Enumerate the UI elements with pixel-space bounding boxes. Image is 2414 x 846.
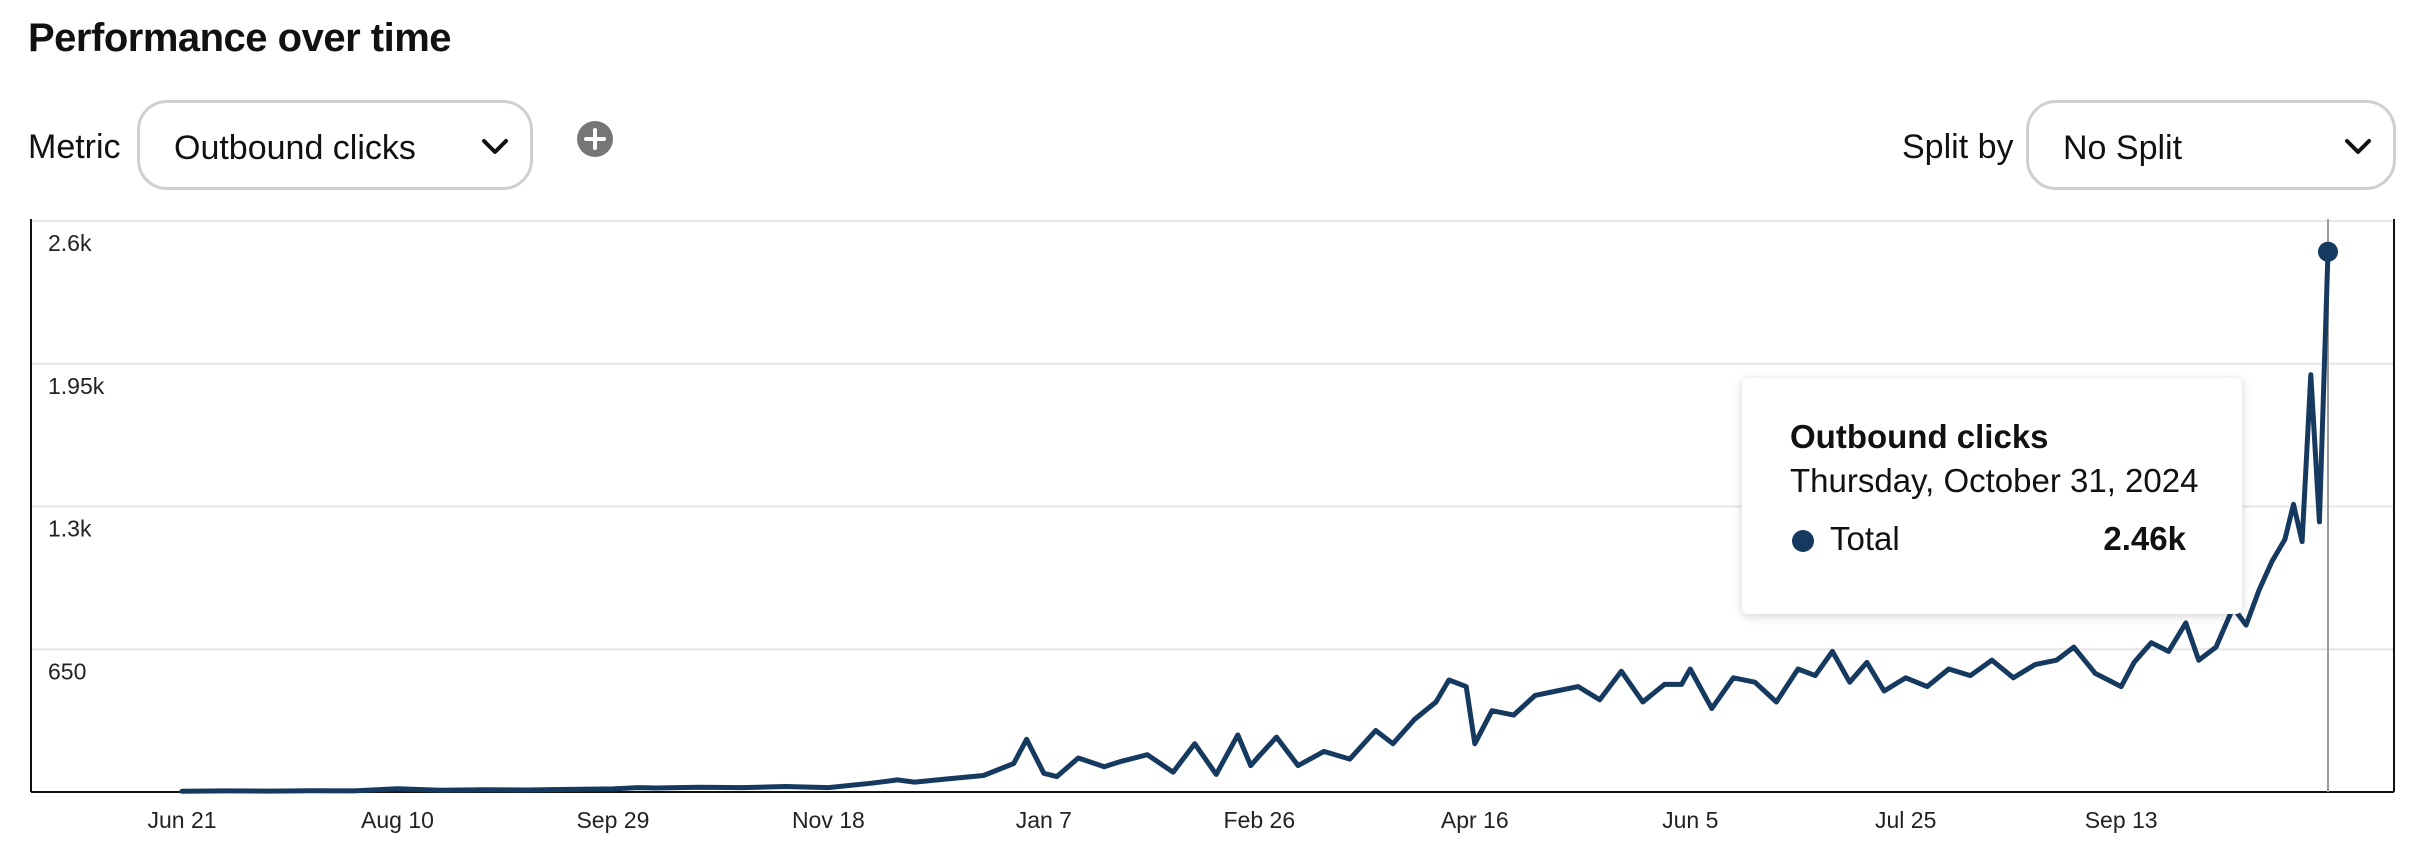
x-tick-label: Feb 26 [1224, 807, 1296, 833]
x-tick-label: Jun 21 [147, 807, 216, 833]
y-tick-label: 2.6k [48, 230, 92, 256]
tooltip-series-name: Total [1830, 520, 1900, 557]
series-line-total [179, 249, 2331, 794]
x-tick-label: Aug 10 [361, 807, 434, 833]
highlight-point [2318, 241, 2338, 262]
x-tick-label: Jan 7 [1016, 807, 1072, 833]
y-tick-label: 1.3k [48, 516, 92, 542]
add-metric-button[interactable] [576, 120, 614, 158]
y-tick-label: 650 [48, 658, 86, 684]
metric-label: Metric [28, 128, 121, 166]
metric-select-value: Outbound clicks [174, 129, 416, 167]
split-by-select[interactable]: No Split [2026, 100, 2396, 190]
chevron-down-icon [2345, 139, 2371, 154]
metric-select[interactable]: Outbound clicks [137, 100, 533, 190]
y-tick-label: 1.95k [48, 373, 105, 399]
x-tick-label: Sep 29 [576, 807, 649, 833]
tooltip-title: Outbound clicks [1790, 418, 2049, 455]
x-tick-label: Jun 5 [1662, 807, 1718, 833]
chart-tooltip: Outbound clicks Thursday, October 31, 20… [1742, 378, 2242, 614]
page-title: Performance over time [28, 16, 452, 60]
tooltip-date: Thursday, October 31, 2024 [1790, 462, 2199, 499]
chevron-down-icon [482, 139, 508, 154]
x-tick-label: Nov 18 [792, 807, 865, 833]
tooltip-series-dot [1792, 530, 1814, 552]
split-by-label: Split by [1902, 128, 2014, 166]
x-tick-label: Sep 13 [2085, 807, 2158, 833]
x-tick-label: Apr 16 [1441, 807, 1509, 833]
x-tick-label: Jul 25 [1875, 807, 1936, 833]
tooltip-series-value: 2.46k [2103, 520, 2186, 557]
split-by-select-value: No Split [2063, 129, 2183, 167]
